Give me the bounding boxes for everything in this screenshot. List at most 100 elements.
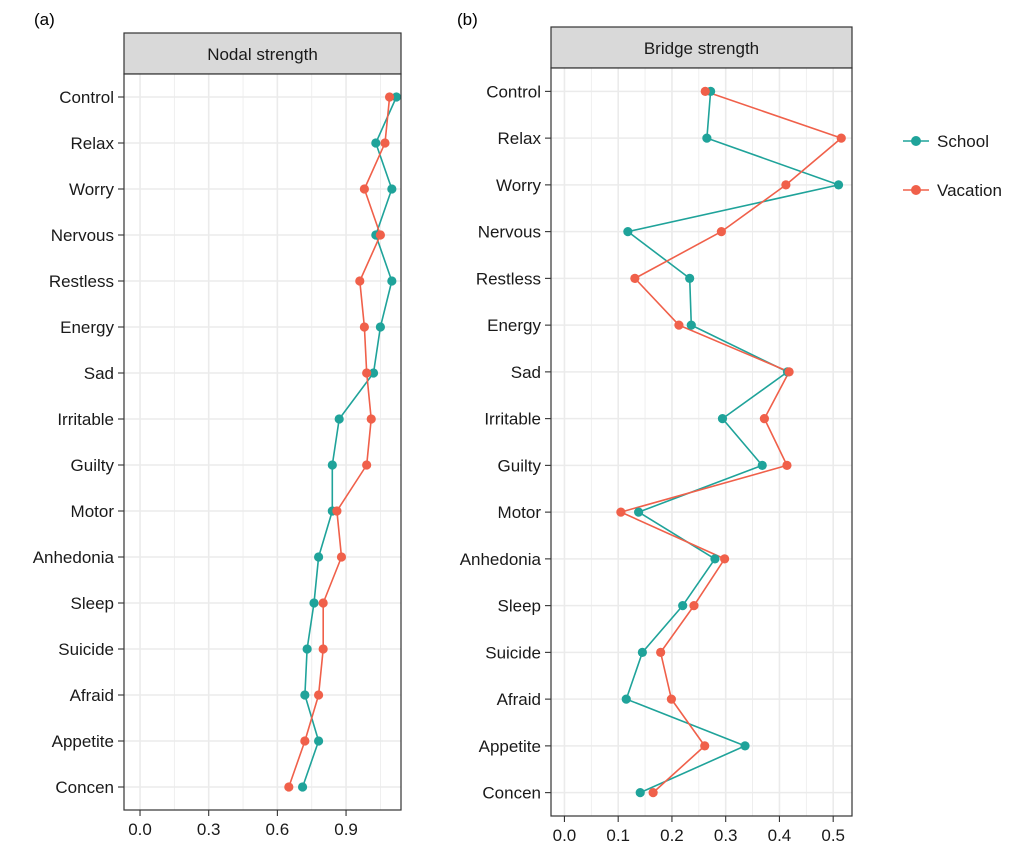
- legend-label-school: School: [937, 132, 989, 151]
- panel-b-point-vacation-sleep: [689, 601, 699, 611]
- panel-b-ytick-label-relax: Relax: [498, 129, 542, 148]
- panel-b-point-school-appetite: [740, 741, 750, 751]
- panel-a-xtick-label-0-6: 0.6: [266, 820, 290, 839]
- panel-a-ytick-label-appetite: Appetite: [52, 732, 114, 751]
- panel-b-ytick-label-suicide: Suicide: [485, 643, 541, 662]
- legend-item-school: School: [903, 132, 989, 151]
- panel-b: (b) Bridge strength Control Relax Worry Ner…: [457, 10, 853, 845]
- panel-a-point-school-sad: [368, 368, 379, 378]
- panel-b-point-vacation-control: [700, 86, 710, 96]
- panel-b-point-school-energy: [686, 320, 696, 330]
- panel-a-ytick-label-energy: Energy: [60, 318, 114, 337]
- legend-key-point-vacation: [911, 185, 921, 195]
- panel-a: (a) Nodal strength Control Relax Worry Nerv…: [33, 10, 402, 839]
- panel-b-xtick-label-0-3: 0.3: [714, 826, 738, 845]
- panel-b-point-vacation-suicide: [656, 647, 666, 657]
- panel-a-point-vacation-motor: [332, 506, 342, 516]
- panel-b-point-vacation-appetite: [700, 741, 710, 751]
- panel-b-ytick-label-afraid: Afraid: [497, 690, 541, 709]
- panel-b-series-line-vacation: [620, 90, 843, 794]
- panel-b-point-vacation-concen: [648, 788, 658, 798]
- legend-key-point-school: [911, 136, 921, 146]
- panel-a-ytick-label-restless: Restless: [49, 272, 114, 291]
- panel-b-ytick-label-energy: Energy: [487, 316, 541, 335]
- panel-b-series-line-school: [625, 91, 840, 794]
- panel-b-point-vacation-sad: [784, 367, 794, 377]
- panel-b-point-vacation-anhedonia: [720, 554, 730, 564]
- panel-b-point-school-suicide: [637, 647, 647, 657]
- panel-b-strip-label: Bridge strength: [644, 39, 759, 58]
- panel-b-xtick-label-0-1: 0.1: [606, 826, 630, 845]
- panel-b-point-school-worry: [833, 180, 844, 190]
- panel-b-xtick-label-0-4: 0.4: [768, 826, 792, 845]
- panel-a-series-line-vacation: [288, 96, 391, 788]
- panel-b-point-school-concen: [635, 788, 645, 798]
- panel-a-strip: [123, 32, 402, 75]
- panel-b-point-vacation-irritable: [759, 414, 769, 424]
- panel-a-point-vacation-irritable: [366, 414, 376, 424]
- panel-a-ytick-label-control: Control: [59, 88, 114, 107]
- panel-a-plot-border: [123, 73, 402, 811]
- panel-a-ytick-label-suicide: Suicide: [58, 640, 114, 659]
- panel-a-ytick-label-motor: Motor: [71, 502, 115, 521]
- panel-a-point-vacation-concen: [284, 782, 294, 792]
- panel-b-tag: (b): [457, 10, 478, 29]
- panel-a-point-school-suicide: [302, 644, 312, 654]
- panel-a-point-school-anhedonia: [313, 552, 324, 562]
- panel-a-ytick-label-relax: Relax: [71, 134, 115, 153]
- panel-a-point-school-irritable: [334, 414, 344, 424]
- panel-b-point-school-nervous: [623, 227, 633, 237]
- panel-b-ytick-label-anhedonia: Anhedonia: [460, 550, 542, 569]
- panel-b-point-vacation-relax: [836, 133, 846, 143]
- panel-a-plot: Control Relax Worry Nervous Restless Energy Sa…: [33, 73, 402, 839]
- panel-b-ytick-label-irritable: Irritable: [484, 410, 541, 429]
- panel-b-xtick-label-0-0: 0.0: [553, 826, 577, 845]
- panel-a-point-school-concen: [297, 782, 308, 792]
- panel-a-point-school-control: [391, 92, 402, 102]
- panel-b-point-vacation-nervous: [716, 227, 726, 237]
- panel-a-strip-label: Nodal strength: [207, 45, 318, 64]
- panel-b-plot-border: [550, 67, 853, 817]
- panel-a-point-vacation-sleep: [318, 598, 328, 608]
- panel-b-point-school-guilty: [757, 460, 767, 470]
- panel-a-tag: (a): [34, 10, 55, 29]
- legend-item-vacation: Vacation: [903, 181, 1002, 200]
- panel-b-point-vacation-guilty: [782, 460, 792, 470]
- panel-a-ytick-label-concen: Concen: [55, 778, 114, 797]
- panel-a-point-vacation-appetite: [300, 736, 310, 746]
- legend: School Vacation: [903, 132, 1002, 200]
- panel-b-point-vacation-restless: [630, 273, 640, 283]
- panel-b-point-school-afraid: [621, 694, 631, 704]
- panel-a-ytick-label-guilty: Guilty: [71, 456, 115, 475]
- panel-b-point-school-sleep: [678, 601, 688, 611]
- panel-a-point-school-appetite: [313, 736, 324, 746]
- panel-b-ytick-label-appetite: Appetite: [479, 737, 541, 756]
- panel-b-ytick-label-guilty: Guilty: [498, 456, 542, 475]
- panel-a-point-school-guilty: [327, 460, 337, 470]
- panel-a-ytick-label-anhedonia: Anhedonia: [33, 548, 115, 567]
- panel-a-point-vacation-nervous: [375, 230, 385, 240]
- panel-b-point-vacation-energy: [674, 320, 684, 330]
- panel-a-point-school-sleep: [309, 598, 319, 608]
- panel-b-ytick-label-motor: Motor: [498, 503, 542, 522]
- panel-a-ytick-label-afraid: Afraid: [70, 686, 114, 705]
- panel-b-plot: Control Relax Worry Nervous Restless Energy Sa…: [460, 67, 853, 845]
- panel-b-point-school-motor: [634, 507, 644, 517]
- panel-a-xtick-label-0-0: 0.0: [128, 820, 152, 839]
- panel-a-xtick-label-0-3: 0.3: [197, 820, 221, 839]
- panel-b-ytick-label-nervous: Nervous: [478, 223, 541, 242]
- panel-b-xtick-label-0-2: 0.2: [660, 826, 684, 845]
- panel-a-xtick-label-0-9: 0.9: [334, 820, 358, 839]
- panel-a-point-vacation-energy: [359, 322, 369, 332]
- panel-b-strip: [550, 26, 853, 69]
- panel-b-point-school-anhedonia: [710, 554, 720, 564]
- panel-a-point-vacation-anhedonia: [336, 552, 347, 562]
- panel-a-point-school-energy: [375, 322, 385, 332]
- panel-b-point-school-irritable: [717, 414, 728, 424]
- panel-a-point-vacation-suicide: [318, 644, 328, 654]
- panel-b-ytick-label-restless: Restless: [476, 269, 541, 288]
- panel-b-ytick-label-control: Control: [486, 82, 541, 101]
- panel-a-point-vacation-sad: [362, 368, 372, 378]
